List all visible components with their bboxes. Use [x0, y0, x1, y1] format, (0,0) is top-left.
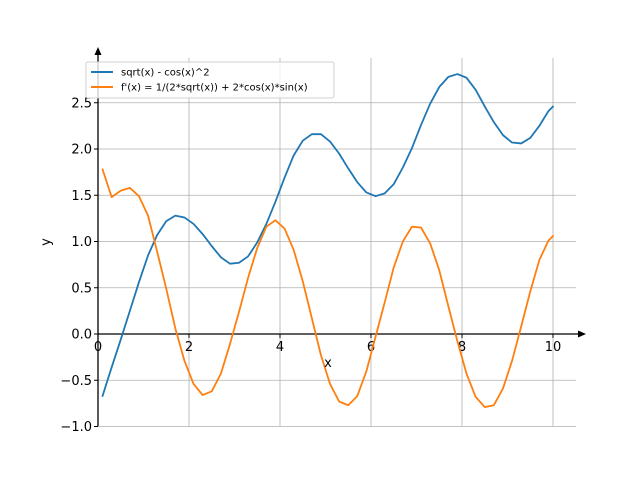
y-tick-label: 2.0 — [71, 143, 92, 158]
legend-label-series-1: f'(x) = 1/(2*sqrt(x)) + 2*cos(x)*sin(x) — [121, 83, 308, 94]
x-axis-label: x — [324, 356, 332, 371]
y-tick-label: 2.5 — [71, 96, 92, 111]
series — [101, 73, 554, 408]
x-tick-label: 6 — [367, 340, 375, 355]
legend: sqrt(x) - cos(x)^2 f'(x) = 1/(2*sqrt(x))… — [85, 61, 335, 99]
y-axis-arrow — [94, 47, 102, 55]
axes — [94, 47, 586, 426]
series-line-1 — [101, 168, 554, 408]
legend-label-series-0: sqrt(x) - cos(x)^2 — [121, 68, 210, 79]
grid-lines — [97, 58, 576, 427]
x-axis-arrow — [578, 330, 586, 338]
ticks: 0 2 4 6 8 10 −1.0 −0.5 0.0 0.5 1.0 1.5 2.0 2.5 — [60, 96, 561, 435]
x-tick-label: 8 — [458, 340, 466, 355]
y-tick-label: −1.0 — [60, 420, 92, 435]
y-tick-label: 0.5 — [71, 281, 92, 296]
y-tick-label: −0.5 — [60, 374, 92, 389]
x-tick-label: 4 — [276, 340, 284, 355]
legend-box — [85, 61, 335, 99]
y-tick-label: 1.5 — [71, 189, 92, 204]
series-line-0 — [101, 73, 554, 397]
x-tick-label: 10 — [545, 340, 562, 355]
y-tick-label: 1.0 — [71, 235, 92, 250]
x-tick-label: 0 — [94, 340, 102, 355]
y-tick-label: 0.0 — [71, 328, 92, 343]
x-tick-label: 2 — [185, 340, 193, 355]
y-axis-label: y — [39, 238, 54, 246]
